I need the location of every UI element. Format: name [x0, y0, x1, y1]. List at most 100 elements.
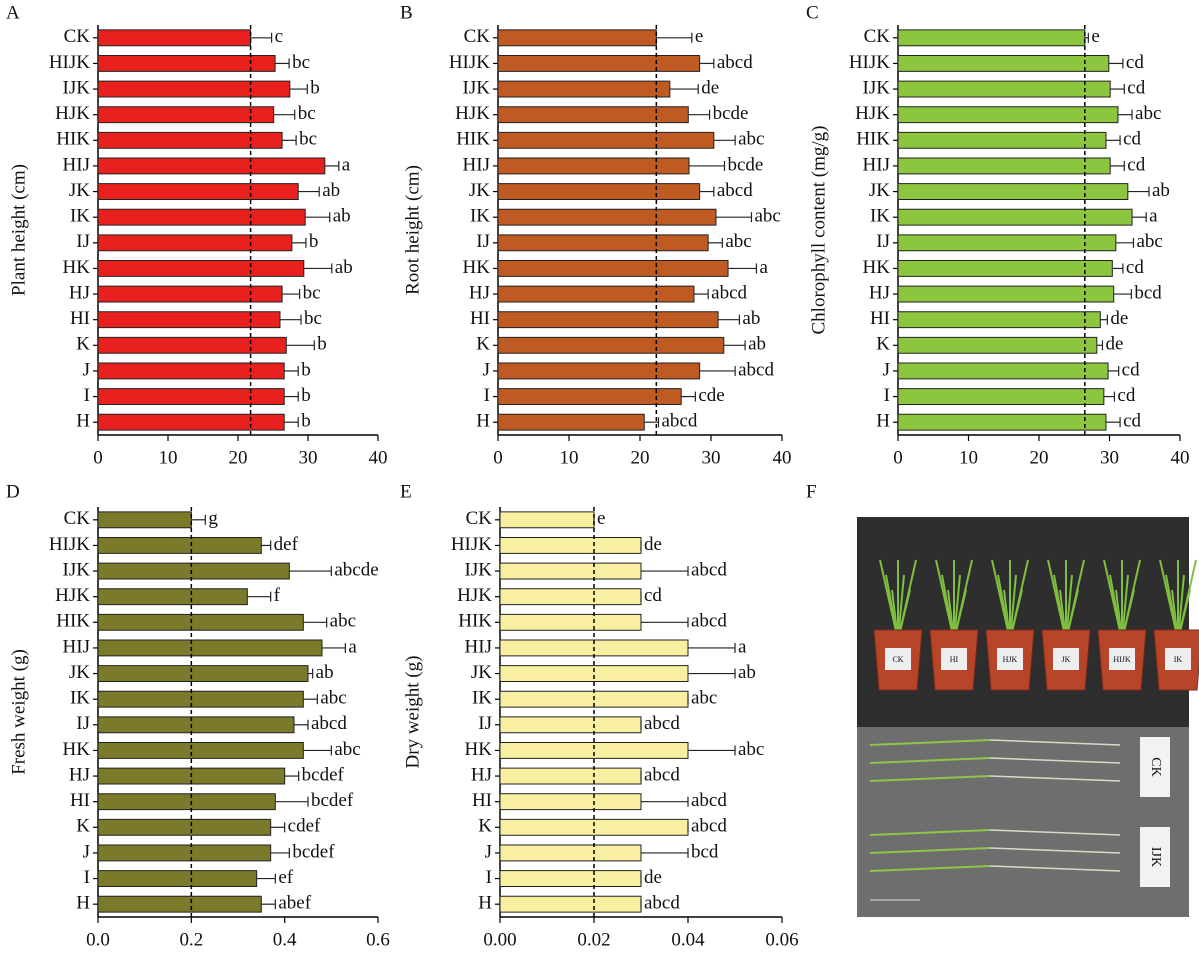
y-tick-label: HJK [55, 103, 90, 124]
error-bar [284, 366, 298, 376]
bar [98, 614, 303, 630]
significance-label: abcd [691, 611, 727, 632]
significance-label: b [301, 385, 311, 406]
y-tick-label: HJ [469, 282, 490, 303]
bar [98, 55, 275, 71]
y-tick-label: CK [64, 26, 91, 47]
y-tick-label: HIJK [451, 534, 492, 555]
significance-label: abef [278, 893, 311, 914]
error-bar [681, 392, 695, 402]
side-label: CK [1148, 757, 1163, 776]
y-tick-label: HK [63, 739, 91, 760]
bar [98, 512, 191, 528]
error-bar [247, 592, 270, 602]
y-tick-label: K [876, 334, 890, 355]
significance-label: abcd [644, 713, 680, 734]
significance-label: e [695, 26, 703, 47]
error-bar [271, 822, 285, 832]
bar [98, 589, 247, 605]
x-tick-label: 10 [159, 447, 178, 468]
significance-label: b [310, 77, 320, 98]
panel-label: D [6, 481, 20, 502]
bar [98, 871, 257, 887]
bar [498, 209, 716, 225]
error-bar [251, 33, 272, 43]
pot-label: HJK [1003, 655, 1018, 664]
bar [898, 132, 1106, 148]
error-bar [641, 797, 688, 807]
y-tick-label: IJK [463, 77, 491, 98]
y-tick-label: HIK [456, 129, 490, 150]
significance-label: abcd [717, 52, 753, 73]
significance-label: abc [330, 611, 356, 632]
y-tick-label: HIK [56, 129, 90, 150]
y-tick-label: J [883, 359, 890, 380]
y-tick-label: HIJ [63, 636, 90, 657]
photo-bottom [857, 727, 1189, 917]
significance-label: bc [304, 308, 322, 329]
significance-label: a [759, 257, 768, 278]
significance-label: e [1091, 26, 1099, 47]
bar [98, 845, 271, 861]
y-tick-label: HIK [856, 129, 890, 150]
error-bar [694, 289, 708, 299]
error-bar [700, 187, 714, 197]
significance-label: ab [316, 662, 334, 683]
significance-label: bcd [1134, 282, 1162, 303]
bar [498, 184, 700, 200]
y-tick-label: IK [870, 206, 890, 227]
x-tick-label: 0 [93, 447, 103, 468]
y-tick-label: IK [70, 688, 90, 709]
significance-label: abc [738, 129, 764, 150]
bar [98, 30, 251, 46]
y-tick-label: IJ [76, 231, 90, 252]
y-tick-label: HIJ [463, 154, 490, 175]
error-bar [284, 417, 298, 427]
error-bar [298, 187, 319, 197]
x-tick-label: 0 [493, 447, 503, 468]
y-tick-label: IJ [76, 713, 90, 734]
significance-label: bcde [727, 154, 763, 175]
error-bar [1109, 58, 1123, 68]
bar [98, 158, 325, 174]
x-tick-label: 10 [560, 447, 579, 468]
y-tick-label: JK [471, 662, 492, 683]
significance-label: ab [748, 334, 766, 355]
error-bar [308, 669, 313, 679]
bar [98, 640, 322, 656]
bar [500, 614, 641, 630]
bar [98, 107, 274, 123]
error-bar [261, 899, 275, 909]
error-bar [282, 135, 296, 145]
significance-label: ab [335, 257, 353, 278]
panel-label: F [806, 481, 817, 502]
error-bar [292, 238, 306, 248]
bar [98, 260, 304, 276]
error-bar [1108, 366, 1119, 376]
bar [898, 30, 1085, 46]
error-bar [275, 797, 308, 807]
y-tick-label: JK [69, 180, 90, 201]
significance-label: a [738, 636, 747, 657]
significance-label: de [644, 534, 662, 555]
significance-label: abcd [738, 359, 774, 380]
error-bar [708, 238, 722, 248]
bar [498, 158, 689, 174]
significance-label: de [644, 867, 662, 888]
bar [98, 717, 294, 733]
error-bar [284, 392, 298, 402]
significance-label: g [208, 508, 218, 529]
y-tick-label: HI [470, 308, 490, 329]
pot-label: HIJK [1113, 655, 1131, 664]
bar [498, 389, 681, 405]
significance-label: bcdef [302, 764, 345, 785]
significance-label: bc [298, 103, 316, 124]
significance-label: abcd [311, 713, 347, 734]
bar [898, 158, 1110, 174]
y-tick-label: K [76, 334, 90, 355]
error-bar [716, 212, 752, 222]
pot-label: IK [1174, 655, 1183, 664]
error-bar [688, 669, 735, 679]
y-tick-label: IJK [63, 559, 91, 580]
